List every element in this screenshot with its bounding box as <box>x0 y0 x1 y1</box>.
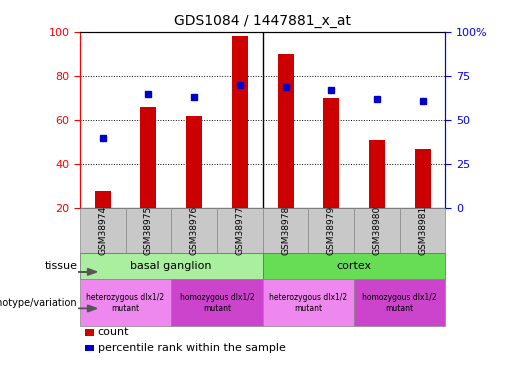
Bar <box>95 190 111 208</box>
Bar <box>278 54 294 208</box>
Text: count: count <box>98 327 129 337</box>
Text: heterozygous dlx1/2
mutant: heterozygous dlx1/2 mutant <box>87 293 165 312</box>
Bar <box>369 140 385 208</box>
Bar <box>232 36 248 208</box>
Text: homozygous dlx1/2
mutant: homozygous dlx1/2 mutant <box>180 293 254 312</box>
Bar <box>323 98 339 208</box>
Title: GDS1084 / 1447881_x_at: GDS1084 / 1447881_x_at <box>174 14 351 28</box>
Text: GSM38978: GSM38978 <box>281 206 290 255</box>
Text: GSM38976: GSM38976 <box>190 206 199 255</box>
Text: tissue: tissue <box>44 261 77 271</box>
Text: GSM38979: GSM38979 <box>327 206 336 255</box>
Bar <box>186 116 202 208</box>
Text: heterozygous dlx1/2
mutant: heterozygous dlx1/2 mutant <box>269 293 348 312</box>
Text: GSM38980: GSM38980 <box>372 206 382 255</box>
Text: basal ganglion: basal ganglion <box>130 261 212 271</box>
Text: GSM38974: GSM38974 <box>98 206 107 255</box>
Text: cortex: cortex <box>336 261 372 271</box>
Bar <box>415 148 431 208</box>
Bar <box>141 107 157 208</box>
Text: GSM38977: GSM38977 <box>235 206 244 255</box>
Text: homozygous dlx1/2
mutant: homozygous dlx1/2 mutant <box>363 293 437 312</box>
Text: genotype/variation: genotype/variation <box>0 298 77 308</box>
Text: GSM38975: GSM38975 <box>144 206 153 255</box>
Text: percentile rank within the sample: percentile rank within the sample <box>98 343 286 353</box>
Text: GSM38981: GSM38981 <box>418 206 427 255</box>
